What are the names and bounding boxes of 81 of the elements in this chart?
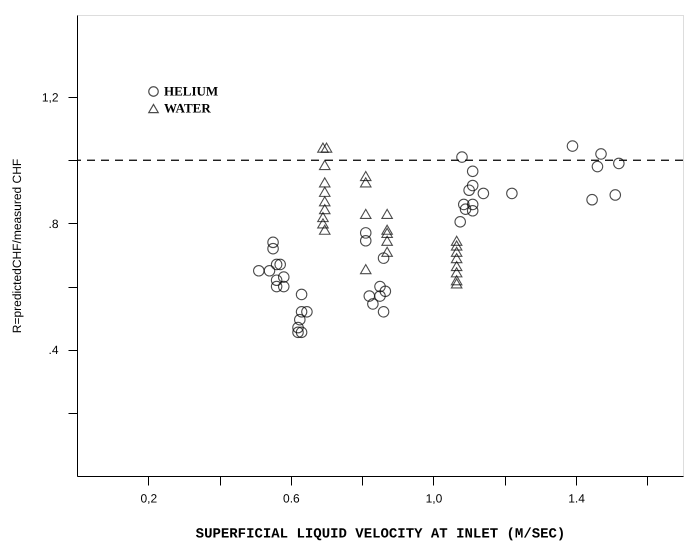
point	[318, 177, 331, 188]
point	[267, 236, 279, 248]
point	[381, 236, 393, 246]
point	[317, 218, 329, 228]
point	[318, 196, 331, 206]
point	[296, 326, 308, 338]
point	[450, 236, 462, 246]
point	[292, 326, 304, 338]
point	[595, 148, 607, 160]
point	[586, 194, 598, 206]
point	[613, 158, 625, 170]
point	[466, 166, 478, 178]
y-tick-label: .8	[48, 216, 59, 231]
x-tick-label: 1.4	[568, 492, 586, 506]
point	[360, 208, 372, 220]
point	[318, 224, 331, 235]
point	[374, 290, 386, 302]
point	[450, 267, 462, 278]
point	[458, 198, 470, 210]
point	[456, 151, 468, 163]
point	[378, 306, 390, 318]
x-tick-label: 0.6	[283, 492, 300, 506]
point	[253, 264, 265, 277]
point	[381, 208, 393, 220]
point	[367, 298, 379, 310]
point	[566, 140, 578, 152]
y-tick-label: 1,2	[42, 90, 59, 105]
point	[360, 177, 372, 188]
x-tick-label: 0,2	[140, 492, 158, 506]
point	[454, 216, 466, 228]
point	[381, 228, 393, 238]
point	[381, 224, 393, 235]
point	[374, 280, 386, 292]
point	[380, 286, 392, 298]
point	[270, 274, 282, 286]
point	[506, 188, 518, 200]
point	[450, 275, 462, 286]
point	[270, 258, 282, 270]
point	[267, 242, 279, 254]
point	[360, 234, 372, 247]
legend-label: HELIUM	[164, 84, 218, 98]
point	[450, 278, 462, 288]
point	[364, 290, 376, 302]
point	[450, 253, 462, 264]
point	[609, 189, 622, 201]
point	[318, 204, 331, 214]
point	[381, 246, 393, 257]
point	[466, 204, 478, 217]
point	[264, 264, 276, 277]
point	[301, 306, 313, 318]
point	[318, 186, 331, 197]
legend-label: WATER	[164, 100, 212, 116]
point	[450, 260, 462, 272]
point	[278, 280, 290, 292]
point	[278, 271, 290, 283]
point	[317, 212, 329, 222]
point	[466, 198, 478, 210]
point	[360, 264, 372, 274]
point	[270, 280, 282, 292]
x-tick-label: 1,0	[426, 492, 443, 506]
point	[318, 160, 331, 170]
x-axis-title: SUPERFICIAL LIQUID VELOCITY AT INLET (M/SEC)	[196, 526, 566, 542]
point	[274, 258, 286, 270]
point	[320, 142, 332, 153]
point	[592, 160, 604, 172]
point	[294, 314, 306, 326]
point	[466, 180, 478, 192]
point	[460, 203, 472, 215]
point	[463, 184, 475, 196]
y-axis-title: R=predictedCHF/measured CHF	[10, 158, 24, 334]
y-tick-label: .4	[48, 343, 59, 358]
point	[360, 227, 372, 239]
point	[378, 252, 390, 264]
point	[360, 170, 372, 182]
point	[296, 288, 308, 300]
point	[317, 142, 329, 153]
point	[292, 322, 304, 334]
point	[296, 306, 308, 318]
point	[478, 188, 490, 200]
point	[450, 246, 462, 257]
point	[450, 240, 462, 251]
